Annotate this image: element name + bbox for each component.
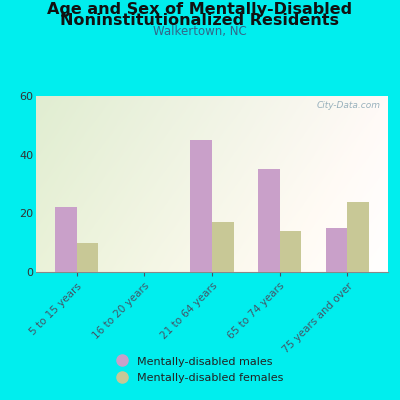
Bar [258, 169, 280, 272]
Legend: Mentally-disabled males, Mentally-disabled females: Mentally-disabled males, Mentally-disabl… [114, 353, 286, 386]
Bar [326, 228, 347, 272]
Bar [280, 231, 301, 272]
Text: Age and Sex of Mentally-Disabled: Age and Sex of Mentally-Disabled [48, 2, 352, 17]
Text: Walkertown, NC: Walkertown, NC [153, 25, 247, 38]
Text: Noninstitutionalized Residents: Noninstitutionalized Residents [60, 13, 340, 28]
Bar [347, 202, 369, 272]
Bar [77, 243, 98, 272]
Bar [55, 208, 77, 272]
Bar [212, 222, 234, 272]
Text: City-Data.com: City-Data.com [317, 101, 381, 110]
Bar [190, 140, 212, 272]
